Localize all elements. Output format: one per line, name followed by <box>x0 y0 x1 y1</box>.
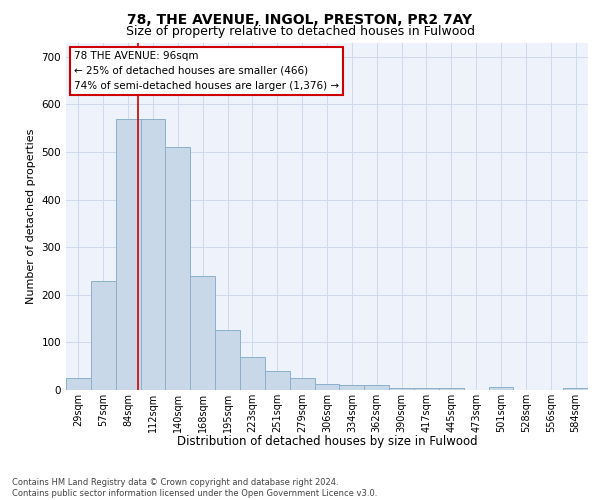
Bar <box>364 385 389 390</box>
Bar <box>91 280 116 390</box>
Bar <box>389 388 414 390</box>
Text: Size of property relative to detached houses in Fulwood: Size of property relative to detached ho… <box>125 25 475 38</box>
Bar <box>265 371 290 390</box>
Bar <box>439 388 464 390</box>
Text: Contains HM Land Registry data © Crown copyright and database right 2024.
Contai: Contains HM Land Registry data © Crown c… <box>12 478 377 498</box>
Bar <box>240 356 265 390</box>
Bar <box>314 384 340 390</box>
Bar <box>340 385 364 390</box>
Y-axis label: Number of detached properties: Number of detached properties <box>26 128 36 304</box>
Bar <box>116 118 140 390</box>
Text: 78 THE AVENUE: 96sqm
← 25% of detached houses are smaller (466)
74% of semi-deta: 78 THE AVENUE: 96sqm ← 25% of detached h… <box>74 51 339 91</box>
Bar <box>215 330 240 390</box>
X-axis label: Distribution of detached houses by size in Fulwood: Distribution of detached houses by size … <box>176 435 478 448</box>
Bar <box>563 388 588 390</box>
Bar <box>66 378 91 390</box>
Text: 78, THE AVENUE, INGOL, PRESTON, PR2 7AY: 78, THE AVENUE, INGOL, PRESTON, PR2 7AY <box>127 12 473 26</box>
Bar <box>414 388 439 390</box>
Bar <box>290 378 314 390</box>
Bar <box>488 386 514 390</box>
Bar <box>166 147 190 390</box>
Bar <box>140 118 166 390</box>
Bar <box>190 276 215 390</box>
